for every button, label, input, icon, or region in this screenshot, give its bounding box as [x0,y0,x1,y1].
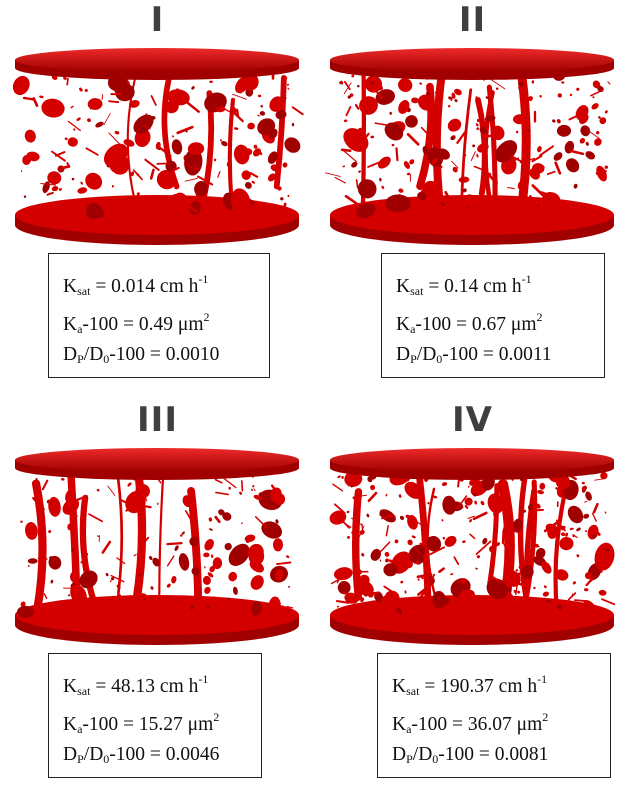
panel-label: IV [315,400,630,440]
pore-network-cylinder [0,440,315,650]
ksat-line: Ksat = 0.014 cm h-1 [63,260,255,298]
parameter-box: Ksat = 48.13 cm h-1 Ka-100 = 15.27 μm2 D… [48,653,262,778]
parameter-box: Ksat = 190.37 cm h-1 Ka-100 = 36.07 μm2 … [377,653,611,778]
top-disk [15,48,299,80]
pore-blobs [10,70,304,220]
ksat-line: Ksat = 190.37 cm h-1 [392,660,596,698]
ka-line: Ka-100 = 15.27 μm2 [63,698,247,736]
panel-4: IV Ksat = 190.37 cm h-1 Ka-100 = 36.07 μ… [315,400,630,791]
top-disk [330,448,614,480]
bottom-disk [15,195,299,245]
dp-line: DP/D0-100 = 0.0010 [63,336,255,374]
ksat-line: Ksat = 48.13 cm h-1 [63,660,247,698]
dp-line: DP/D0-100 = 0.0011 [396,336,590,374]
dp-line: DP/D0-100 = 0.0081 [392,736,596,774]
ka-line: Ka-100 = 0.67 μm2 [396,298,590,336]
panel-3: III Ksat = 48.13 cm h-1 Ka-100 = 15.27 μ… [0,400,315,791]
pore-network-cylinder [0,40,315,250]
dp-line: DP/D0-100 = 0.0046 [63,736,247,774]
pore-network-cylinder [315,440,630,650]
panel-1: I Ksat = 0.014 cm h-1 Ka-100 = 0.49 μm2 … [0,0,315,391]
panel-2: II Ksat = 0.14 cm h-1 Ka-100 = 0.67 μm2 … [315,0,630,391]
pore-network-cylinder [315,40,630,250]
pore-blobs [328,460,618,616]
panel-label: I [0,0,315,40]
top-disk [330,48,614,80]
pore-blobs [326,64,611,221]
ka-line: Ka-100 = 0.49 μm2 [63,298,255,336]
ka-line: Ka-100 = 36.07 μm2 [392,698,596,736]
panel-label: II [315,0,630,40]
ksat-line: Ksat = 0.14 cm h-1 [396,260,590,298]
parameter-box: Ksat = 0.14 cm h-1 Ka-100 = 0.67 μm2 DP/… [381,253,605,378]
bottom-disk [330,595,614,645]
parameter-box: Ksat = 0.014 cm h-1 Ka-100 = 0.49 μm2 DP… [48,253,270,378]
top-disk [15,448,299,480]
panel-label: III [0,400,315,440]
